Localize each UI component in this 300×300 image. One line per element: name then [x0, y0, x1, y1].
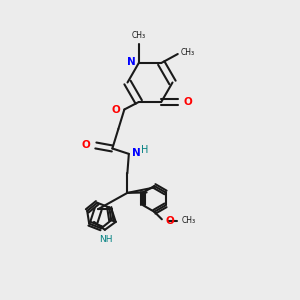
Text: N: N [133, 148, 141, 158]
Text: O: O [166, 216, 174, 226]
Text: CH₃: CH₃ [132, 31, 146, 40]
Text: O: O [82, 140, 91, 150]
Text: O: O [112, 105, 121, 116]
Text: O: O [183, 97, 192, 107]
Text: H: H [141, 145, 148, 155]
Text: CH₃: CH₃ [181, 48, 195, 57]
Text: N: N [127, 56, 136, 67]
Text: CH₃: CH₃ [182, 216, 196, 225]
Text: NH: NH [100, 235, 113, 244]
